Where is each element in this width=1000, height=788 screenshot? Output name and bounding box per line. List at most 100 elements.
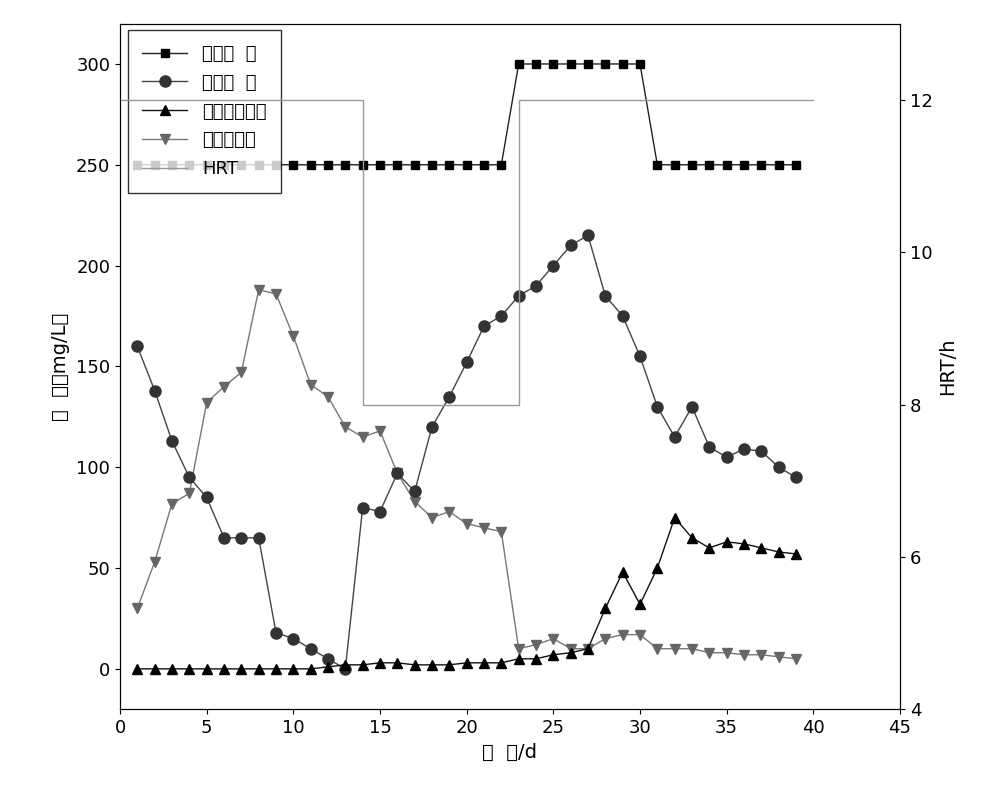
进水氨  氮: [322, 160, 334, 169]
出水氨  氮: [287, 634, 299, 643]
出水亚硝酸盐: [443, 660, 455, 670]
出水硝酸盐: [235, 368, 247, 377]
出水亚硝酸盐: [357, 660, 369, 670]
出水亚硝酸盐: [738, 539, 750, 548]
出水硝酸盐: [703, 648, 715, 657]
出水亚硝酸盐: [131, 664, 143, 674]
出水硝酸盐: [547, 634, 559, 643]
出水硝酸盐: [183, 489, 195, 498]
出水氨  氮: [547, 261, 559, 270]
出水氨  氮: [651, 402, 663, 411]
出水硝酸盐: [738, 650, 750, 660]
出水氨  氮: [218, 533, 230, 543]
出水硝酸盐: [357, 433, 369, 442]
出水亚硝酸盐: [495, 658, 507, 667]
出水亚硝酸盐: [339, 660, 351, 670]
出水硝酸盐: [166, 499, 178, 508]
出水亚硝酸盐: [409, 660, 421, 670]
出水亚硝酸盐: [218, 664, 230, 674]
进水氨  氮: [339, 160, 351, 169]
进水氨  氮: [426, 160, 438, 169]
出水硝酸盐: [669, 644, 681, 653]
进水氨  氮: [357, 160, 369, 169]
出水亚硝酸盐: [201, 664, 213, 674]
出水氨  氮: [305, 644, 317, 653]
出水硝酸盐: [686, 644, 698, 653]
出水亚硝酸盐: [322, 662, 334, 671]
Line: 出水亚硝酸盐: 出水亚硝酸盐: [132, 513, 801, 674]
进水氨  氮: [790, 160, 802, 169]
出水硝酸盐: [287, 332, 299, 341]
出水亚硝酸盐: [773, 547, 785, 556]
出水亚硝酸盐: [305, 664, 317, 674]
进水氨  氮: [409, 160, 421, 169]
出水氨  氮: [183, 473, 195, 482]
出水氨  氮: [755, 446, 767, 455]
出水亚硝酸盐: [634, 600, 646, 609]
出水氨  氮: [617, 311, 629, 321]
出水硝酸盐: [339, 422, 351, 432]
出水亚硝酸盐: [599, 604, 611, 613]
进水氨  氮: [755, 160, 767, 169]
进水氨  氮: [513, 59, 525, 69]
出水硝酸盐: [322, 392, 334, 401]
进水氨  氮: [131, 160, 143, 169]
出水硝酸盐: [478, 523, 490, 533]
出水氨  氮: [339, 664, 351, 674]
出水氨  氮: [703, 442, 715, 452]
出水氨  氮: [669, 433, 681, 442]
出水氨  氮: [443, 392, 455, 401]
HRT: [357, 95, 369, 105]
进水氨  氮: [617, 59, 629, 69]
出水硝酸盐: [721, 648, 733, 657]
进水氨  氮: [478, 160, 490, 169]
进水氨  氮: [599, 59, 611, 69]
进水氨  氮: [461, 160, 473, 169]
HRT: [357, 400, 369, 409]
HRT: [807, 95, 819, 105]
进水氨  氮: [686, 160, 698, 169]
出水亚硝酸盐: [547, 650, 559, 660]
进水氨  氮: [443, 160, 455, 169]
出水硝酸盐: [461, 519, 473, 529]
出水亚硝酸盐: [651, 563, 663, 573]
出水氨  氮: [686, 402, 698, 411]
出水硝酸盐: [599, 634, 611, 643]
出水硝酸盐: [426, 513, 438, 522]
出水硝酸盐: [218, 382, 230, 392]
进水氨  氮: [287, 160, 299, 169]
出水硝酸盐: [565, 644, 577, 653]
出水亚硝酸盐: [149, 664, 161, 674]
出水氨  氮: [201, 492, 213, 502]
HRT: [513, 95, 525, 105]
出水氨  氮: [426, 422, 438, 432]
进水氨  氮: [547, 59, 559, 69]
出水硝酸盐: [443, 507, 455, 516]
Line: 进水氨  氮: 进水氨 氮: [133, 60, 800, 169]
出水氨  氮: [461, 358, 473, 367]
出水氨  氮: [253, 533, 265, 543]
出水亚硝酸盐: [166, 664, 178, 674]
出水硝酸盐: [755, 650, 767, 660]
出水亚硝酸盐: [374, 658, 386, 667]
出水亚硝酸盐: [253, 664, 265, 674]
出水亚硝酸盐: [582, 644, 594, 653]
出水亚硝酸盐: [478, 658, 490, 667]
Legend: 进水氨  氮, 出水氨  氮, 出水亚硝酸盐, 出水硝酸盐, HRT: 进水氨 氮, 出水氨 氮, 出水亚硝酸盐, 出水硝酸盐, HRT: [128, 31, 281, 193]
出水硝酸盐: [634, 630, 646, 639]
出水氨  氮: [131, 341, 143, 351]
进水氨  氮: [253, 160, 265, 169]
出水硝酸盐: [790, 654, 802, 663]
出水氨  氮: [530, 281, 542, 291]
出水氨  氮: [391, 469, 403, 478]
出水亚硝酸盐: [755, 543, 767, 552]
出水亚硝酸盐: [235, 664, 247, 674]
出水亚硝酸盐: [686, 533, 698, 543]
进水氨  氮: [530, 59, 542, 69]
出水氨  氮: [166, 437, 178, 446]
出水硝酸盐: [530, 640, 542, 649]
出水氨  氮: [322, 654, 334, 663]
进水氨  氮: [391, 160, 403, 169]
出水氨  氮: [374, 507, 386, 516]
出水氨  氮: [149, 386, 161, 396]
